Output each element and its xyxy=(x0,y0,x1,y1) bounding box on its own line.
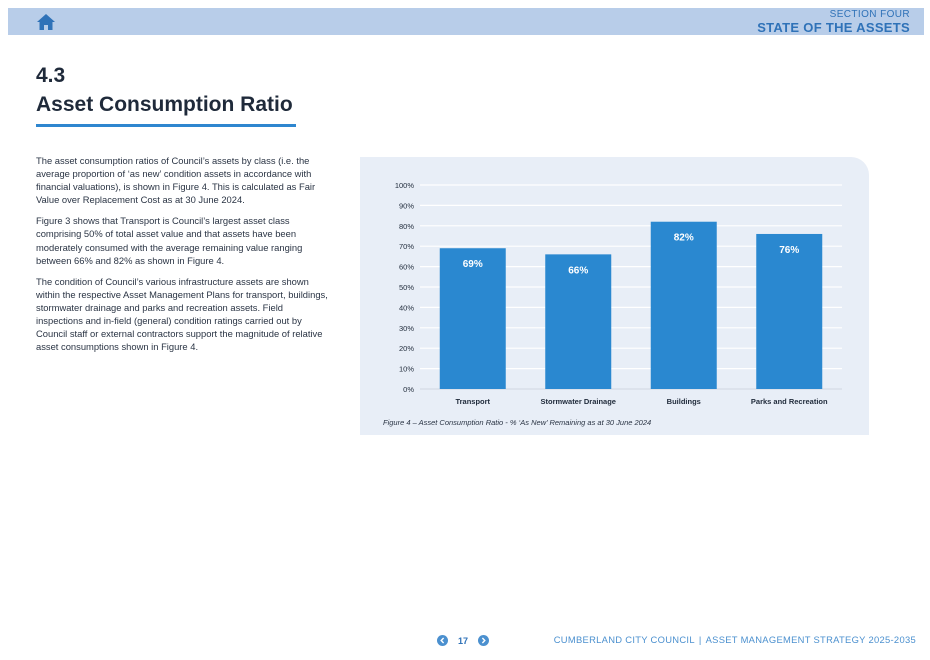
figure-caption: Figure 4 – Asset Consumption Ratio - % ‘… xyxy=(383,418,652,427)
chart-panel: 0% 10% 20% 30% 40% 50% 60% 70% 80% 90% 100% 69% Tran… xyxy=(360,157,869,435)
footer-org: CUMBERLAND CITY COUNCIL xyxy=(553,634,695,645)
chevron-right-icon xyxy=(481,637,486,644)
section-title: STATE OF THE ASSETS xyxy=(757,20,910,35)
paragraph: Figure 3 shows that Transport is Council… xyxy=(36,215,303,266)
y-tick-label: 90% xyxy=(399,201,414,210)
bar xyxy=(650,221,717,389)
data-label: 69% xyxy=(463,259,483,270)
bar xyxy=(756,233,823,389)
y-tick-label: 50% xyxy=(399,283,414,292)
bar xyxy=(439,248,506,389)
bar xyxy=(545,254,612,389)
data-label: 76% xyxy=(779,245,799,256)
prev-page-button[interactable] xyxy=(437,635,448,646)
body-text: The asset consumption ratios of Council’… xyxy=(36,154,332,361)
header-bar: SECTION FOUR STATE OF THE ASSETS xyxy=(8,8,924,35)
y-tick-label: 10% xyxy=(399,365,414,374)
y-tick-label: 70% xyxy=(399,242,414,251)
y-tick-label: 30% xyxy=(399,324,414,333)
x-tick-label: Buildings xyxy=(667,397,701,406)
x-tick-label: Stormwater Drainage xyxy=(541,397,616,406)
y-tick-label: 60% xyxy=(399,263,414,272)
page-number: 17 xyxy=(458,635,469,646)
pager: 17 xyxy=(437,635,490,646)
section-number: 4.3 xyxy=(36,64,66,87)
y-tick-label: 40% xyxy=(399,303,414,312)
next-page-button[interactable] xyxy=(478,635,490,646)
paragraph: The condition of Council’s various infra… xyxy=(36,275,328,353)
title-underline xyxy=(36,124,296,127)
section-heading: SECTION FOUR STATE OF THE ASSETS xyxy=(757,9,910,35)
x-tick-label: Transport xyxy=(455,397,490,406)
chevron-left-icon xyxy=(440,637,445,644)
x-tick-label: Parks and Recreation xyxy=(751,397,828,406)
bar-chart: 0% 10% 20% 30% 40% 50% 60% 70% 80% 90% 100% 69% Tran… xyxy=(395,181,842,406)
section-label: SECTION FOUR xyxy=(829,9,910,20)
data-label: 82% xyxy=(674,233,694,244)
footer-doc: ASSET MANAGEMENT STRATEGY 2025-2035 xyxy=(705,634,916,645)
home-button[interactable] xyxy=(36,13,56,31)
y-tick-label: 80% xyxy=(399,222,414,231)
data-label: 66% xyxy=(568,265,588,276)
y-tick-label: 20% xyxy=(399,344,414,353)
paragraph: The asset consumption ratios of Council’… xyxy=(36,155,316,206)
page-title: Asset Consumption Ratio xyxy=(36,93,293,116)
home-icon xyxy=(37,14,55,30)
footer-separator: | xyxy=(698,634,702,645)
footer-text: CUMBERLAND CITY COUNCIL | ASSET MANAGEMENT… xyxy=(554,634,916,645)
y-tick-label: 100% xyxy=(395,181,415,190)
y-tick-label: 0% xyxy=(403,385,414,394)
